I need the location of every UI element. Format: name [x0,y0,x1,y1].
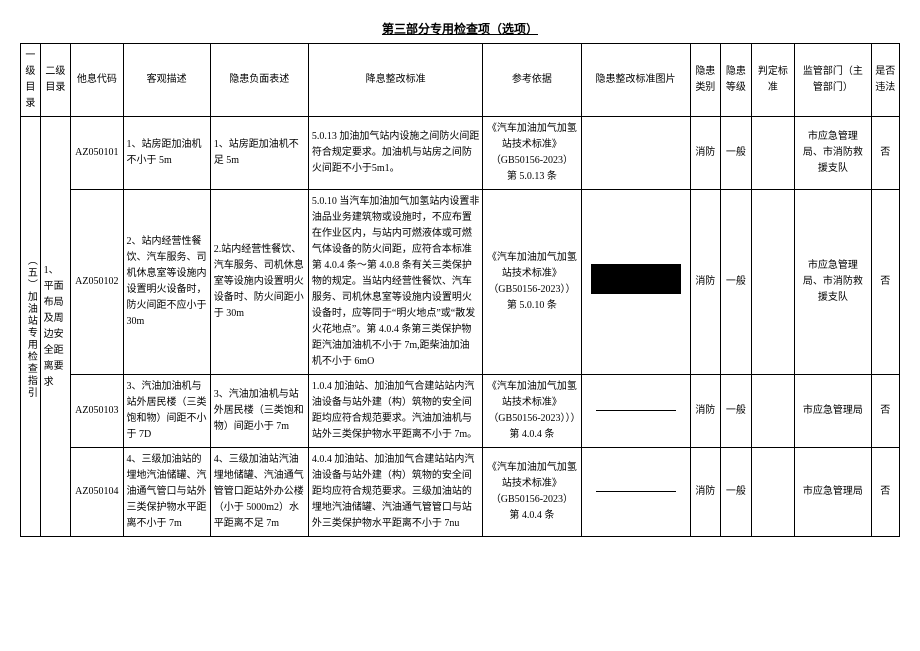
cell-law: 否 [871,375,899,448]
redacted-line [596,490,676,492]
cell-img [581,190,690,375]
cell-law: 否 [871,190,899,375]
cell-obj: 1、站房距加油机不小于 5m [123,117,210,190]
cell-ref: 《汽车加油加气加氢站技术标准》（GB50156-2023）））第 4.0.4 条 [483,375,581,448]
redacted-line [596,409,676,411]
inspection-table: 一级目录 二级目录 他息代码 客观描述 隐患负面表述 降息整改标准 参考依据 隐… [20,43,900,537]
cell-ref: 《汽车加油加气加氢站技术标准》（GB50156-2023）第 4.0.4 条 [483,448,581,537]
cell-cat: 消防 [690,448,721,537]
cell-img [581,448,690,537]
col-code: 他息代码 [71,44,123,117]
col-img: 隐患整改标准图片 [581,44,690,117]
cell-std: 5.0.13 加油加气站内设施之间防火间距符合规定要求。加油机与站房之间防火间距… [308,117,482,190]
col-ref: 参考依据 [483,44,581,117]
cell-std: 5.0.10 当汽车加油加气加氢站内设置非油品业务建筑物或设施时，不应布置在作业… [308,190,482,375]
cell-jud [751,190,795,375]
cell-sup: 市应急管理局 [795,375,871,448]
level1-cell: （五）加油站专用检查指引 [21,117,41,537]
cell-neg: 4、三级加油站汽油埋地储罐、汽油通气管管口距站外办公楼（小于 5000m2）水平… [210,448,308,537]
cell-lvl: 一般 [721,117,752,190]
cell-neg: 3、汽油加油机与站外居民楼（三类饱和物）间距小于 7m [210,375,308,448]
cell-jud [751,448,795,537]
cell-code: AZ050102 [71,190,123,375]
cell-std: 4.0.4 加油站、加油加气合建站站内汽油设备与站外建（构）筑物的安全间距均应符… [308,448,482,537]
cell-img [581,375,690,448]
cell-cat: 消防 [690,375,721,448]
cell-lvl: 一般 [721,375,752,448]
table-row: AZ0501044、三级加油站的埋地汽油储罐、汽油通气管口与站外三类保护物水平距… [21,448,900,537]
cell-sup: 市应急管理局、市消防救援支队 [795,190,871,375]
col-obj: 客观描述 [123,44,210,117]
cell-obj: 4、三级加油站的埋地汽油储罐、汽油通气管口与站外三类保护物水平距离不小于 7m [123,448,210,537]
cell-sup: 市应急管理局 [795,448,871,537]
table-row: AZ0501022、站内经营性餐饮、汽车服务、司机休息室等设施内设置明火设备时，… [21,190,900,375]
col-sup: 监管部门（主管部门） [795,44,871,117]
cell-sup: 市应急管理局、市消防救援支队 [795,117,871,190]
cell-jud [751,117,795,190]
col-jud: 判定标准 [751,44,795,117]
table-header-row: 一级目录 二级目录 他息代码 客观描述 隐患负面表述 降息整改标准 参考依据 隐… [21,44,900,117]
table-row: AZ0501033、汽油加油机与站外居民楼（三类饱和物）间距不小于 7D3、汽油… [21,375,900,448]
cell-neg: 2.站内经营性餐饮、汽车服务、司机休息室等设施内设置明火设备时、防火间距小于 3… [210,190,308,375]
cell-ref: 《汽车加油加气加氢站技术标准》（GB50156-2023）第 5.0.13 条 [483,117,581,190]
cell-code: AZ050104 [71,448,123,537]
cell-ref: 《汽车加油加气加氢站技术标准》（GB50156-2023））第 5.0.10 条 [483,190,581,375]
col-std: 降息整改标准 [308,44,482,117]
col-neg: 隐患负面表述 [210,44,308,117]
cell-obj: 2、站内经营性餐饮、汽车服务、司机休息室等设施内设置明火设备时，防火间距不应小于… [123,190,210,375]
redacted-image [591,264,681,294]
cell-neg: 1、站房距加油机不足 5m [210,117,308,190]
col-l1: 一级目录 [21,44,41,117]
cell-obj: 3、汽油加油机与站外居民楼（三类饱和物）间距不小于 7D [123,375,210,448]
cell-jud [751,375,795,448]
level2-cell: 1、平面布局及周边安全距离要求 [40,117,71,537]
cell-cat: 消防 [690,117,721,190]
page-title: 第三部分专用检查项（选项） [20,20,900,37]
cell-img [581,117,690,190]
cell-cat: 消防 [690,190,721,375]
table-row: （五）加油站专用检查指引1、平面布局及周边安全距离要求AZ0501011、站房距… [21,117,900,190]
cell-lvl: 一般 [721,190,752,375]
col-l2: 二级目录 [40,44,71,117]
cell-law: 否 [871,448,899,537]
col-cat: 隐患类别 [690,44,721,117]
cell-law: 否 [871,117,899,190]
col-lvl: 隐患等级 [721,44,752,117]
cell-code: AZ050101 [71,117,123,190]
cell-code: AZ050103 [71,375,123,448]
col-law: 是否违法 [871,44,899,117]
cell-std: 1.0.4 加油站、加油加气合建站站内汽油设备与站外建（构）筑物的安全间距均应符… [308,375,482,448]
cell-lvl: 一般 [721,448,752,537]
